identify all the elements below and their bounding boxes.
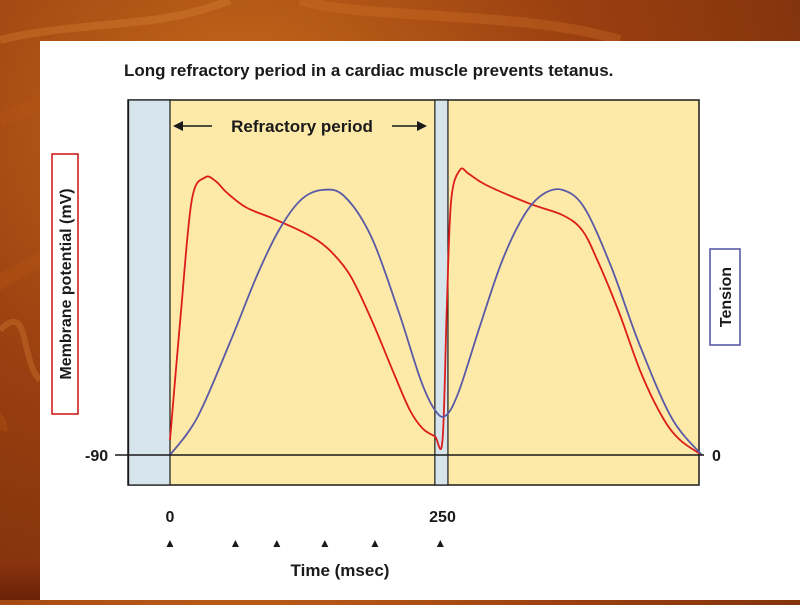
left-axis-label: Membrane potential (mV) [58, 188, 75, 379]
refractory-annotation: Refractory period [173, 117, 427, 136]
chart-title: Long refractory period in a cardiac musc… [124, 61, 613, 80]
figure-panel: Long refractory period in a cardiac musc… [40, 41, 800, 600]
bottom-bar-decoration [0, 560, 40, 600]
refractory-period-label: Refractory period [231, 117, 373, 136]
series-line-tension [169, 188, 703, 456]
stimulus-marker-2: ▲ [271, 536, 283, 550]
chart: Long refractory period in a cardiac musc… [51, 61, 741, 580]
x-axis-label: Time (msec) [291, 561, 390, 580]
refractory-band-0 [127, 99, 171, 486]
refractory-band-1 [434, 99, 449, 486]
plot-area [127, 99, 700, 486]
stimulus-marker-3: ▲ [319, 536, 331, 550]
stimulus-marker-1: ▲ [229, 536, 241, 550]
right-axis-label: Tension [718, 267, 735, 327]
series-line-membrane-potential [169, 167, 703, 456]
stimulus-marker-0: ▲ [164, 536, 176, 550]
right-baseline-label: 0 [712, 448, 721, 465]
stimulus-marker-4: ▲ [369, 536, 381, 550]
right-axis-label-box [709, 248, 741, 346]
stimulus-marker-5: ▲ [434, 536, 446, 550]
left-axis-label-box [51, 153, 79, 415]
x-tick-label-0: 0 [166, 509, 175, 526]
x-tick-label-250: 250 [429, 509, 456, 526]
left-baseline-label: -90 [85, 448, 108, 465]
